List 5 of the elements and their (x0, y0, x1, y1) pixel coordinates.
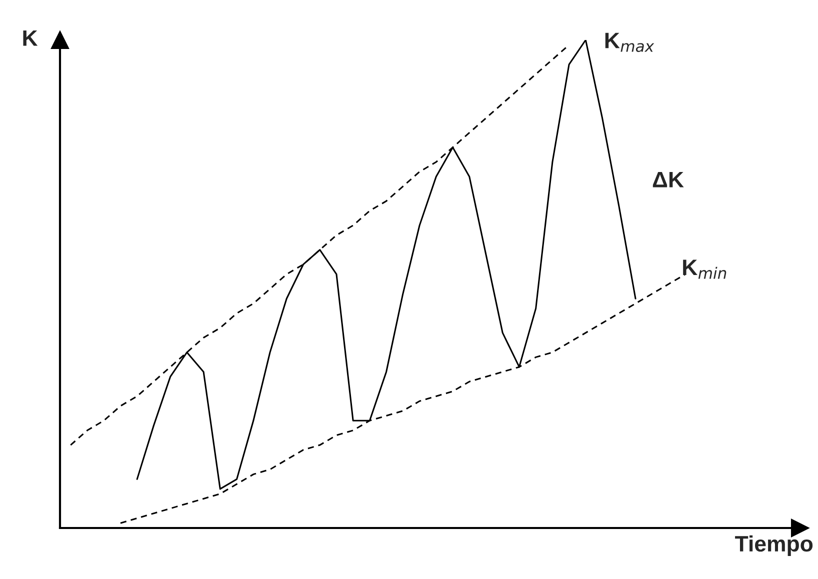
x-axis-title: Tiempo (735, 535, 813, 556)
y-axis-title: K (23, 30, 38, 46)
annotation: K$_{max}$ (605, 32, 654, 52)
annotation: ΔK (652, 172, 684, 188)
annotation: K$_{min}$ (683, 260, 726, 279)
